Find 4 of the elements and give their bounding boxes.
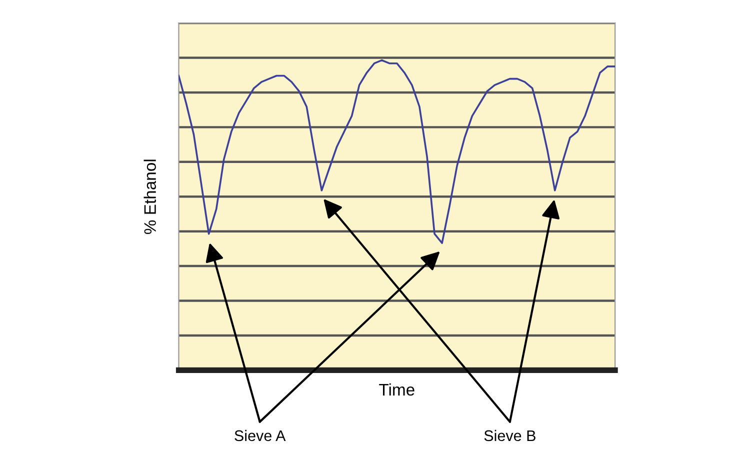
x-axis-title: Time (379, 383, 414, 396)
y-axis-title: % Ethanol (144, 160, 156, 234)
text: Sieve B (484, 430, 536, 442)
text: Sieve A (234, 430, 286, 442)
